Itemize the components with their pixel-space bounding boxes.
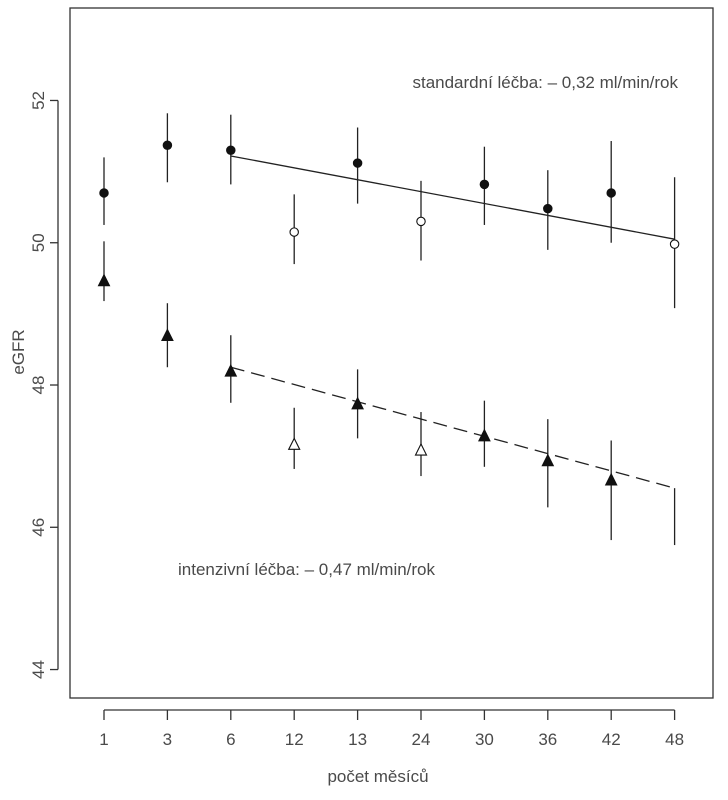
x-axis: 1 3 6 12 13 24 30 36 42 48 — [99, 709, 684, 749]
y-tick-label: 44 — [29, 660, 48, 679]
x-tick-label: 48 — [665, 730, 684, 749]
data-point-filled-triangle — [161, 328, 174, 342]
x-tick-label: 12 — [285, 730, 304, 749]
data-point-filled-triangle — [604, 472, 618, 486]
data-point-filled-triangle — [541, 453, 555, 467]
x-tick-label: 13 — [348, 730, 367, 749]
data-point-filled-circle — [226, 145, 236, 156]
x-tick-label: 1 — [99, 730, 108, 749]
data-point-filled-triangle — [351, 396, 364, 410]
data-point-filled-circle — [479, 179, 490, 190]
data-point-filled-circle — [543, 203, 553, 214]
data-point-filled-circle — [352, 158, 363, 168]
data-marks — [97, 113, 680, 546]
y-tick-label: 46 — [29, 518, 48, 537]
annotation-intensive-treatment: intenzivní léčba: – 0,47 ml/min/rok — [178, 560, 436, 579]
data-point-open-triangle — [287, 437, 301, 450]
data-point-open-circle — [669, 239, 680, 249]
y-tick-label: 50 — [29, 233, 48, 252]
x-tick-label: 6 — [226, 730, 235, 749]
x-tick-label: 24 — [412, 730, 431, 749]
data-point-open-circle — [416, 216, 426, 227]
trend-line-standard — [230, 155, 675, 240]
x-axis-title: počet měsíců — [327, 767, 428, 786]
data-point-filled-circle — [99, 188, 109, 198]
data-point-filled-circle — [162, 140, 173, 151]
y-axis: 44 46 48 50 52 — [29, 91, 59, 679]
x-tick-label: 3 — [163, 730, 172, 749]
y-tick-label: 48 — [29, 376, 48, 395]
trend-line-intensive — [230, 366, 675, 489]
data-point-filled-circle — [606, 188, 616, 198]
annotation-standard-treatment: standardní léčba: – 0,32 ml/min/rok — [412, 73, 678, 92]
data-point-filled-triangle — [478, 428, 491, 442]
data-point-open-triangle — [414, 442, 428, 456]
y-tick-label: 52 — [29, 91, 48, 110]
trend-lines — [230, 155, 675, 489]
x-tick-label: 42 — [602, 730, 621, 749]
data-point-open-circle — [289, 227, 299, 237]
y-axis-title: eGFR — [9, 329, 28, 374]
x-tick-label: 36 — [538, 730, 557, 749]
x-tick-label: 30 — [475, 730, 494, 749]
plot-frame — [69, 7, 714, 699]
data-point-filled-triangle — [224, 363, 238, 377]
data-point-filled-triangle — [97, 273, 111, 287]
